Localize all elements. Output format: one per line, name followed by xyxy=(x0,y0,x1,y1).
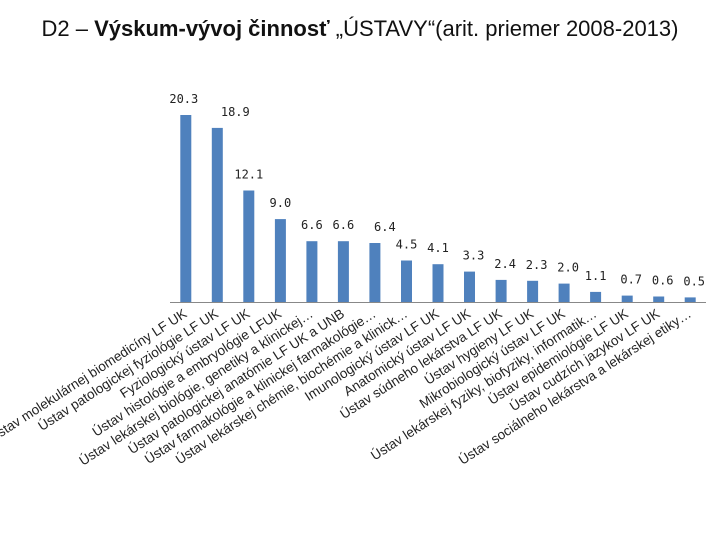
chart-title-prefix: D2 – xyxy=(41,16,95,41)
data-label: 12.1 xyxy=(234,168,263,182)
data-label: 9.0 xyxy=(270,196,292,210)
data-label: 0.6 xyxy=(652,274,674,288)
bar xyxy=(401,260,412,302)
data-label: 4.5 xyxy=(396,238,418,252)
bar xyxy=(464,271,475,302)
data-label: 0.5 xyxy=(683,274,705,288)
data-label: 18.9 xyxy=(221,105,250,119)
bar xyxy=(432,264,444,302)
data-label: 2.3 xyxy=(526,258,548,272)
bar xyxy=(180,115,192,302)
bar xyxy=(211,127,223,303)
bar xyxy=(653,296,665,302)
bar xyxy=(684,297,696,302)
data-label: 6.6 xyxy=(301,218,323,232)
data-label: 0.7 xyxy=(620,273,642,287)
data-label: 2.4 xyxy=(494,257,516,271)
chart-title: D2 – Výskum-vývoj činnosť „ÚSTAVY“(arit.… xyxy=(0,16,720,42)
bar xyxy=(621,295,633,302)
data-label: 3.3 xyxy=(463,249,485,263)
chart-title-bold: Výskum-vývoj činnosť xyxy=(94,16,330,41)
chart-title-suffix: „ÚSTAVY“(arit. priemer 2008-2013) xyxy=(329,16,679,41)
bar xyxy=(495,279,507,302)
bar xyxy=(274,219,286,302)
bar xyxy=(243,190,255,302)
data-label: 1.1 xyxy=(585,269,607,283)
data-label: 4.1 xyxy=(427,241,449,255)
bar xyxy=(590,291,602,302)
bar xyxy=(337,241,349,302)
data-label: 6.4 xyxy=(374,220,396,234)
bar xyxy=(527,280,539,302)
data-label: 2.0 xyxy=(557,261,579,275)
data-label: 20.3 xyxy=(169,92,198,106)
data-label: 6.6 xyxy=(333,218,355,232)
bar xyxy=(369,243,381,302)
bar xyxy=(306,241,318,302)
bar xyxy=(558,283,570,302)
